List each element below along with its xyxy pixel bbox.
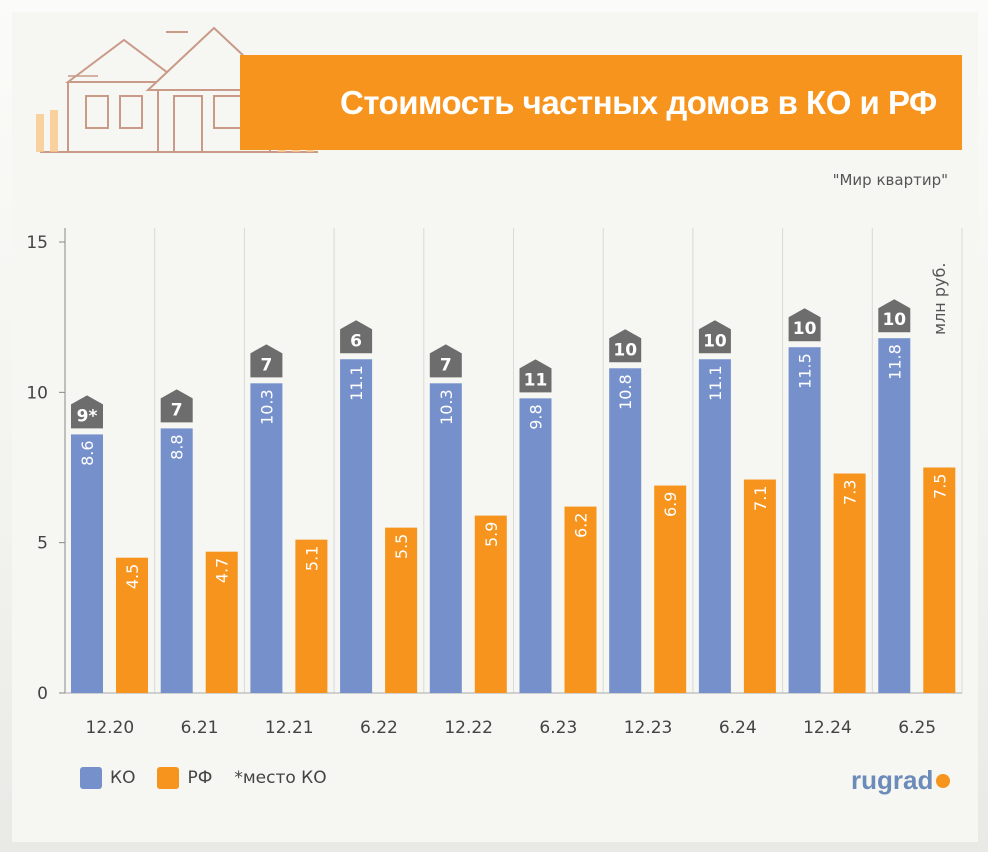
data-label-rf: 7.5 — [930, 474, 949, 499]
data-label-rf: 7.3 — [841, 480, 860, 505]
data-label-ko: 11.1 — [347, 365, 366, 401]
y-tick-label: 15 — [26, 233, 48, 253]
legend-note-text: *место КО — [234, 768, 327, 788]
data-label-ko: 9.8 — [527, 404, 546, 429]
legend-label-rf: РФ — [187, 768, 213, 788]
x-tick-label: 6.23 — [539, 718, 577, 738]
data-label-rf: 4.5 — [123, 564, 142, 589]
legend-item-rf: РФ — [157, 767, 212, 789]
rank-badge-label: 7 — [440, 355, 452, 375]
legend-swatch-ko — [80, 767, 102, 789]
legend: КО РФ *место КО — [80, 766, 349, 790]
chart-title: Стоимость частных домов в КО и РФ — [340, 84, 937, 121]
data-label-ko: 8.8 — [168, 434, 187, 459]
source-label: "Мир квартир" — [832, 171, 948, 189]
bar-ko — [698, 359, 731, 693]
rank-badge-icon — [788, 308, 821, 342]
rank-badge-label: 6 — [350, 331, 362, 351]
x-tick-label: 12.22 — [444, 718, 493, 738]
data-label-rf: 5.1 — [302, 546, 321, 571]
rank-badge-label: 9* — [77, 406, 98, 426]
y-tick-label: 0 — [37, 684, 48, 704]
house-illustration — [36, 26, 318, 153]
legend-item-ko: КО — [80, 767, 135, 789]
y-tick-label: 10 — [26, 383, 48, 403]
bar-ko — [340, 359, 373, 693]
bar-ko — [788, 347, 821, 693]
rank-badge-label: 11 — [524, 370, 548, 390]
rank-badge-label: 10 — [613, 340, 637, 360]
data-label-ko: 11.1 — [706, 365, 725, 401]
rank-badge-icon — [519, 359, 552, 393]
x-tick-label: 6.22 — [360, 718, 398, 738]
rank-badge-icon — [340, 320, 373, 354]
bar-ko — [429, 383, 462, 693]
rugrad-logo: rugrad — [851, 765, 951, 795]
data-label-ko: 11.8 — [885, 344, 904, 380]
bar-rf — [833, 473, 866, 693]
x-tick-label: 6.21 — [181, 718, 219, 738]
rank-badge-icon — [160, 389, 193, 423]
bar-rf — [295, 539, 328, 693]
bar-rf — [116, 557, 148, 693]
bar-rf — [654, 485, 687, 693]
data-label-rf: 6.9 — [661, 492, 680, 517]
data-label-ko: 10.8 — [616, 374, 635, 410]
rank-badge-label: 10 — [882, 310, 906, 330]
data-label-rf: 5.9 — [482, 522, 501, 547]
rank-badge-icon — [250, 344, 283, 378]
legend-label-ko: КО — [110, 768, 136, 788]
bar-ko — [519, 398, 552, 693]
bar-ko — [160, 428, 193, 693]
rank-badge-label: 10 — [703, 331, 727, 351]
rank-badge-icon — [429, 344, 462, 378]
data-label-rf: 7.1 — [751, 486, 770, 511]
rank-badge-icon — [698, 320, 731, 354]
data-label-rf: 6.2 — [572, 513, 591, 538]
legend-swatch-rf — [157, 767, 180, 789]
x-tick-label: 12.23 — [624, 718, 673, 738]
rank-badge-label: 7 — [260, 355, 272, 375]
data-label-ko: 10.3 — [437, 389, 456, 425]
rank-badge-label: 7 — [171, 400, 183, 420]
x-tick-label: 12.24 — [803, 718, 852, 738]
data-label-rf: 5.5 — [392, 534, 411, 559]
data-label-ko: 8.6 — [78, 440, 97, 465]
x-tick-label: 12.20 — [86, 718, 135, 738]
bar-rf — [205, 551, 238, 693]
data-label-ko: 11.5 — [796, 353, 815, 389]
data-label-rf: 4.7 — [213, 558, 232, 583]
rank-badge-icon — [878, 299, 911, 333]
x-tick-label: 12.21 — [265, 718, 314, 738]
rank-badge-label: 10 — [793, 319, 817, 339]
rank-badge-icon — [71, 395, 103, 429]
x-tick-label: 6.25 — [898, 718, 936, 738]
bar-rf — [564, 506, 597, 693]
bar-ko — [71, 434, 103, 693]
x-tick-label: 6.24 — [719, 718, 757, 738]
logo-dot-icon — [936, 774, 951, 788]
bar-rf — [474, 515, 507, 693]
data-label-ko: 10.3 — [257, 389, 276, 425]
bar-ko — [609, 368, 642, 693]
legend-note: *место КО — [234, 768, 326, 788]
bar-rf — [923, 467, 956, 693]
title-bar — [240, 55, 962, 150]
bar-ko — [250, 383, 283, 693]
rank-badge-icon — [609, 329, 642, 363]
bar-rf — [743, 479, 776, 693]
logo-text: rugrad — [851, 765, 934, 795]
bar-ko — [878, 338, 911, 693]
bar-rf — [385, 527, 418, 693]
y-tick-label: 5 — [37, 534, 48, 554]
